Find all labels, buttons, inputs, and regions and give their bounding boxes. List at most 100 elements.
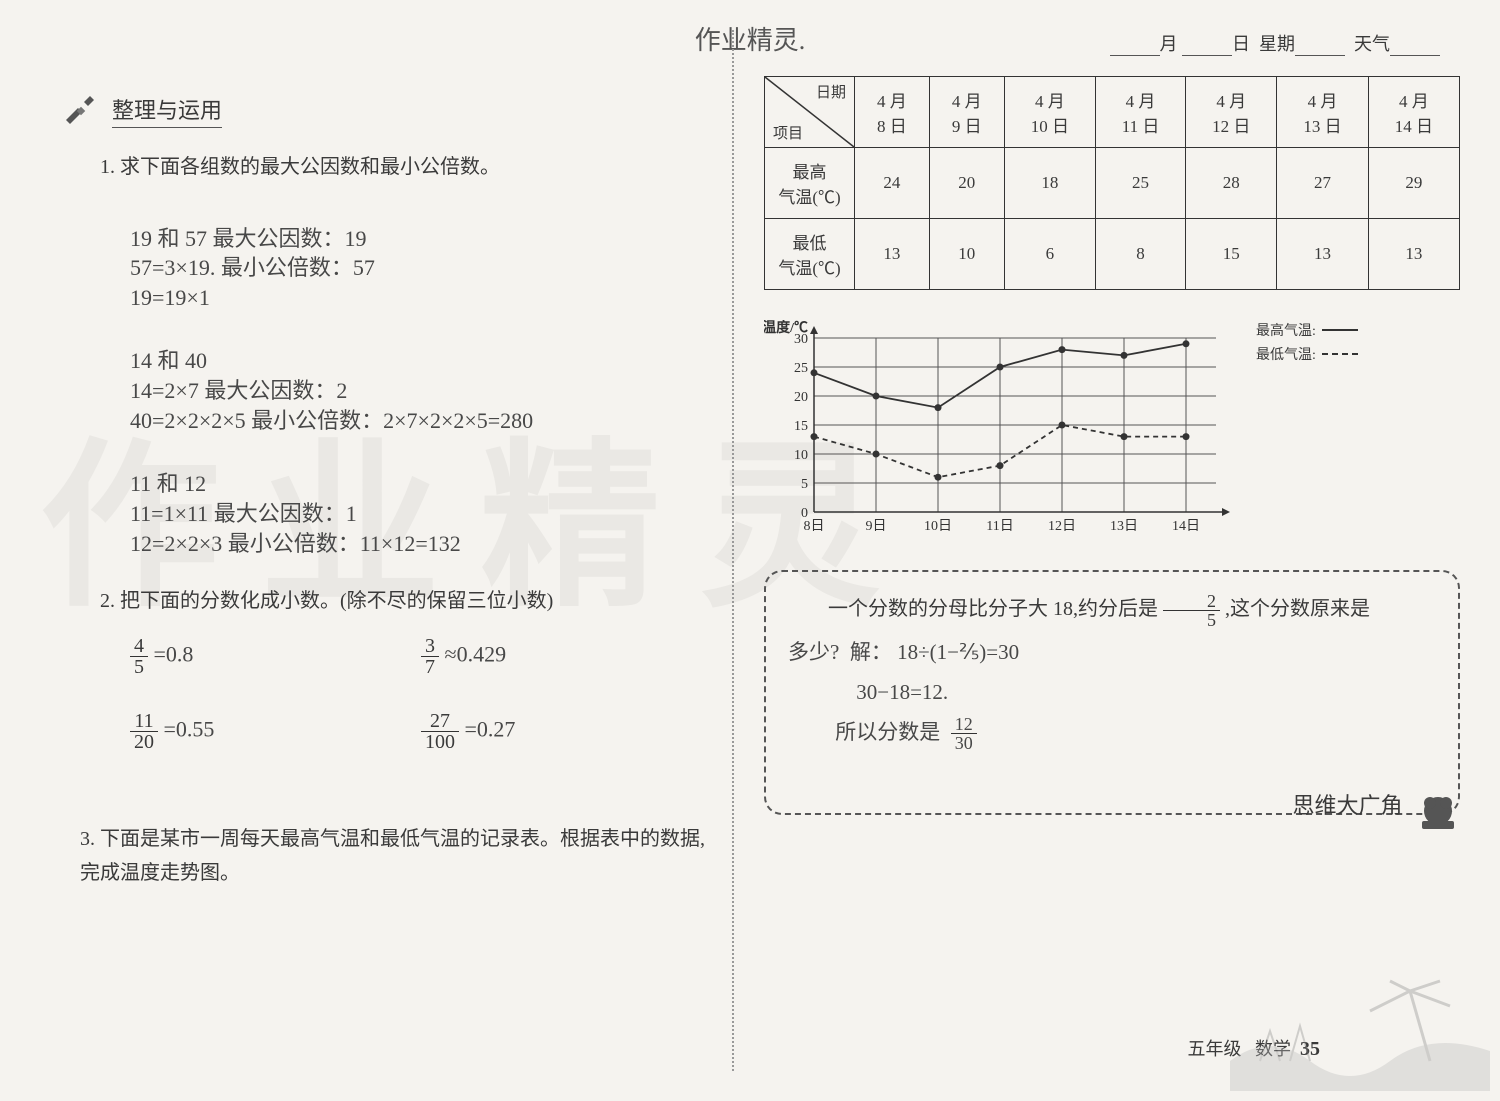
svg-text:13日: 13日 [1110,519,1138,534]
low-cell: 13 [1277,219,1368,290]
frac2-num: 3 [421,636,439,657]
svg-text:10日: 10日 [924,519,952,534]
high-cell: 18 [1004,148,1095,219]
date-header-cell: 4 月 11 日 [1096,77,1186,148]
frac3-den: 20 [130,732,158,752]
svg-text:14日: 14日 [1172,519,1200,534]
thought-tail: 多少? [788,640,839,664]
low-cell: 15 [1186,219,1277,290]
date-header-cell: 4 月 13 日 [1277,77,1368,148]
low-cell: 13 [1368,219,1459,290]
q1-g3-gcf: 最大公因数：1 [214,501,357,526]
ans-den: 30 [951,734,977,752]
ans-num: 12 [951,715,977,734]
frac3-ans: =0.55 [164,717,215,742]
date-header-cell: 4 月 10 日 [1004,77,1095,148]
question-1-text: 1. 求下面各组数的最大公因数和最小公倍数。 [100,150,712,184]
legend-low-line [1322,353,1358,355]
svg-text:12日: 12日 [1048,519,1076,534]
high-temp-row: 最高 气温(℃) 24 20 18 25 28 27 29 [765,148,1460,219]
high-cell: 24 [855,148,930,219]
q2-row1: 45 =0.8 37 ≈0.429 [130,636,712,677]
diag-bot-label: 项目 [773,122,803,143]
q1-g1-gcf: 最大公因数：19 [213,226,367,251]
q1-g1-l1: 57=3×19. [130,255,215,280]
legend-high: 最高气温: [1256,320,1358,340]
frac4-num: 27 [421,711,459,732]
weekday-blank[interactable] [1295,38,1345,56]
q2-frac2: 37 ≈0.429 [421,636,712,677]
corner-text: 思维大广角 [1292,793,1402,818]
section-header: 整理与运用 [60,90,712,130]
svg-text:9日: 9日 [866,519,887,534]
weather-label: 天气 [1354,34,1390,54]
svg-text:8日: 8日 [804,519,825,534]
question-2-text: 2. 把下面的分数化成小数。(除不尽的保留三位小数) [100,584,712,618]
month-blank[interactable] [1110,38,1160,56]
thought-post: ,这个分数原来是 [1225,598,1370,620]
svg-text:15: 15 [794,419,808,434]
q1-g2-lcm: 最小公倍数：2×7×2×2×5=280 [251,408,533,433]
date-header: 月 日 星期 天气 [764,30,1460,56]
q2-row2: 1120 =0.55 27100 =0.27 [130,711,712,752]
temperature-table: 日期 项目 4 月 8 日 4 月 9 日 4 月 10 日 4 月 11 日 … [764,76,1460,290]
day-blank[interactable] [1182,38,1232,56]
thought-frac-num: 2 [1163,592,1220,611]
chart-legend: 最高气温: 最低气温: [1256,320,1358,540]
tools-icon [60,90,100,130]
low-cell: 10 [929,219,1004,290]
high-cell: 20 [929,148,1004,219]
q1-group1: 19 和 57 最大公因数：19 57=3×19. 最小公倍数：57 19=19… [130,194,712,313]
thought-box: 一个分数的分母比分子大 18,约分后是 25 ,这个分数原来是 多少? 解： 1… [764,570,1460,815]
q1-g2-pair: 14 和 40 [130,348,207,373]
low-cell: 8 [1096,219,1186,290]
q1-g2-gcf: 最大公因数：2 [204,378,347,403]
high-cell: 28 [1186,148,1277,219]
q1-group3: 11 和 12 11=1×11 最大公因数：1 12=2×2×3 最小公倍数：1… [130,440,712,559]
q1-g3-pair: 11 和 12 [130,471,206,496]
diag-top-label: 日期 [816,81,846,102]
question-3-text: 3. 下面是某市一周每天最高气温和最低气温的记录表。根据表中的数据,完成温度走势… [80,822,712,890]
sol-line3: 所以分数是 [835,720,940,744]
corner-decoration: 思维大广角 [1292,783,1468,833]
thought-frac-den: 5 [1163,611,1220,629]
high-cell: 25 [1096,148,1186,219]
frac2-ans: ≈0.429 [445,642,507,667]
q1-g3-lcm: 最小公倍数：11×12=132 [228,531,461,556]
q1-group2: 14 和 40 14=2×7 最大公因数：2 40=2×2×2×5 最小公倍数：… [130,317,712,436]
date-header-cell: 4 月 14 日 [1368,77,1459,148]
sol-line2: 30−18=12. [856,680,948,704]
legend-high-line [1322,329,1358,331]
legend-high-label: 最高气温: [1256,320,1316,340]
temperature-chart: 温度/℃0510152025308日9日10日11日12日13日14日 最高气温… [764,320,1460,540]
frac2-den: 7 [421,657,439,677]
low-label: 最低 气温(℃) [765,219,855,290]
frac1-ans: =0.8 [154,642,194,667]
q1-g3-l2: 12=2×2×3 [130,531,222,556]
date-header-cell: 4 月 9 日 [929,77,1004,148]
weather-blank[interactable] [1390,38,1440,56]
q1-g1-pair: 19 和 57 [130,226,207,251]
page-container: 整理与运用 1. 求下面各组数的最大公因数和最小公倍数。 19 和 57 最大公… [0,0,1500,1101]
thought-pre: 一个分数的分母比分子大 18,约分后是 [828,598,1158,620]
svg-text:11日: 11日 [986,519,1013,534]
q2-frac4: 27100 =0.27 [421,711,712,752]
low-temp-row: 最低 气温(℃) 13 10 6 8 15 13 13 [765,219,1460,290]
svg-text:30: 30 [794,332,808,347]
frac3-num: 11 [130,711,158,732]
svg-text:25: 25 [794,361,808,376]
frac1-den: 5 [130,657,148,677]
low-cell: 13 [855,219,930,290]
diagonal-header: 日期 项目 [765,77,855,148]
sol-label: 解： [850,640,892,664]
frac4-ans: =0.27 [465,717,516,742]
legend-low: 最低气温: [1256,344,1358,364]
q1-g3-l1: 11=1×11 [130,501,208,526]
high-label: 最高 气温(℃) [765,148,855,219]
q1-g2-l2: 40=2×2×2×5 [130,408,246,433]
date-header-cell: 4 月 12 日 [1186,77,1277,148]
section-title: 整理与运用 [112,93,222,128]
legend-low-label: 最低气温: [1256,344,1316,364]
left-column: 整理与运用 1. 求下面各组数的最大公因数和最小公倍数。 19 和 57 最大公… [60,30,732,1071]
date-header-cell: 4 月 8 日 [855,77,930,148]
